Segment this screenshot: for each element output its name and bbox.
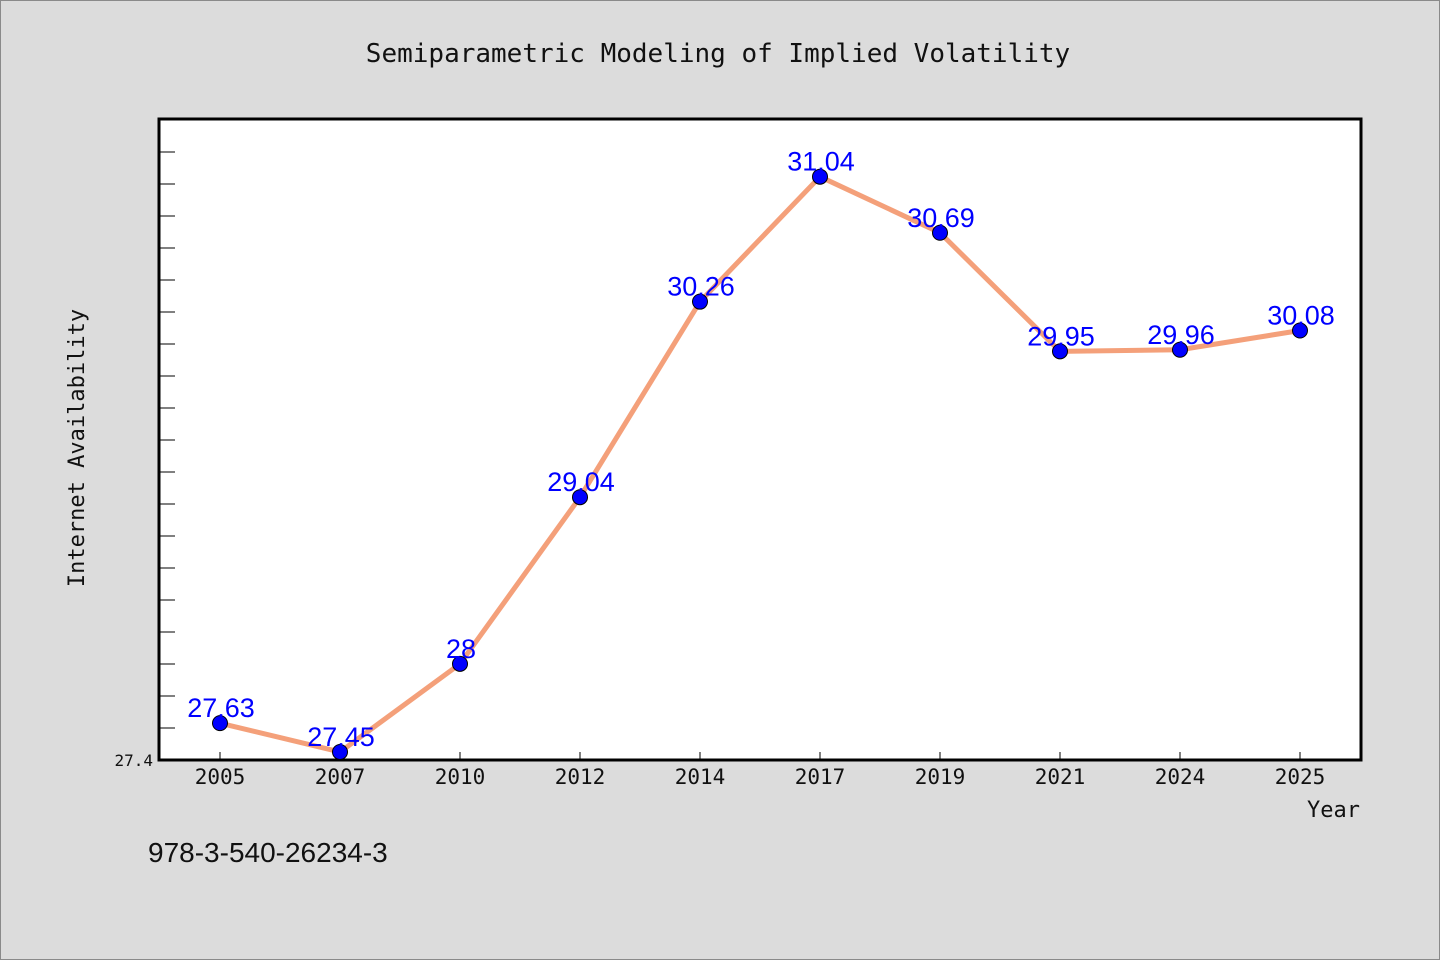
- data-label: 27.63: [187, 693, 255, 723]
- data-label: 29.95: [1027, 321, 1095, 351]
- x-tick-label: 2007: [315, 765, 366, 789]
- data-label: 29.96: [1147, 320, 1215, 350]
- x-tick-label: 2017: [795, 765, 846, 789]
- data-point: [212, 715, 228, 732]
- data-point: [692, 293, 708, 310]
- data-point: [1292, 322, 1308, 339]
- data-label: 29.04: [547, 467, 615, 497]
- data-label: 27.45: [307, 722, 375, 752]
- x-tick-label: 2025: [1275, 765, 1326, 789]
- data-point: [572, 489, 588, 506]
- x-tick-label: 2012: [555, 765, 606, 789]
- y-tick-label: 27.4: [114, 751, 153, 770]
- data-point: [932, 224, 948, 241]
- y-axis-ticks: [159, 119, 175, 729]
- x-tick-label: 2005: [195, 765, 246, 789]
- x-tick-label: 2019: [915, 765, 966, 789]
- x-axis: 2005 2007 2010 2012 2014 2017 2019 2021 2024 2025: [195, 752, 1326, 789]
- data-label: 31.04: [787, 147, 855, 177]
- x-tick-label: 2024: [1155, 765, 1206, 789]
- data-point: [812, 168, 828, 185]
- data-label: 30.26: [667, 272, 735, 302]
- x-tick-label: 2021: [1035, 765, 1086, 789]
- x-tick-label: 2014: [675, 765, 726, 789]
- data-label: 30.08: [1267, 301, 1335, 331]
- x-axis-label: Year: [1307, 798, 1360, 823]
- x-tick-label: 2010: [435, 765, 486, 789]
- y-axis-label: Internet Availability: [65, 309, 90, 587]
- plot-area: [157, 117, 1363, 762]
- isbn-footer: 978-3-540-26234-3: [148, 837, 388, 868]
- chart-title: Semiparametric Modeling of Implied Volat…: [366, 39, 1070, 69]
- data-label: 30.69: [907, 203, 975, 233]
- data-point: [1052, 343, 1068, 360]
- data-point: [452, 655, 468, 672]
- data-point: [1172, 341, 1188, 358]
- data-point: [332, 743, 348, 760]
- series-layer: 27.63 27.45 28 29.04 30.26 31.04 30.69 29.95 29.…: [187, 147, 1335, 760]
- data-label: 28: [446, 634, 476, 664]
- series-line: [219, 174, 1301, 755]
